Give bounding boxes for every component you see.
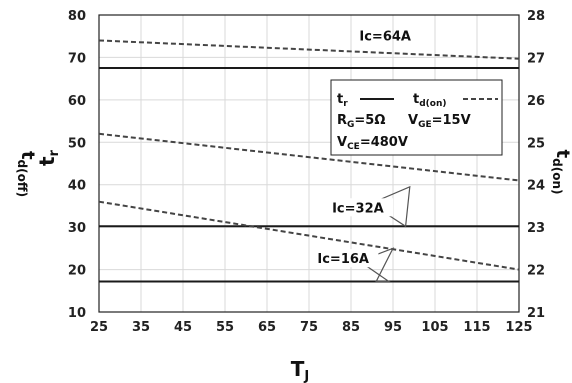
y-right-tick-label: 21 [527,306,545,321]
annotation-bg-2 [329,198,394,217]
legend-box [330,79,503,156]
y-left-tick-label: 70 [68,51,86,66]
x-tick-label: 75 [300,320,318,335]
annotation-pointer-3 [359,247,395,283]
y-left-tick-label: 50 [68,136,86,151]
x-tick-label: 25 [90,320,108,335]
y-right-tick-label: 27 [527,51,545,66]
y-left-title-tr: tr [35,149,62,166]
x-tick-label: 35 [132,320,150,335]
legend-tdon-label: td(on) [413,92,446,109]
x-tick-label: 125 [505,320,532,335]
legend-vce: VCE=480V [337,135,408,152]
x-tick-label: 55 [216,320,234,335]
x-tick-label: 105 [421,320,448,335]
x-tick-label: 65 [258,320,276,335]
x-tick-label: 95 [384,320,402,335]
x-tick-label: 85 [342,320,360,335]
y-left-tick-label: 80 [68,9,86,24]
annotation-label-2: Ic=32A [332,201,384,216]
y-left-title-tdoff: td(off) [15,151,38,197]
y-left-tick-label: 30 [68,221,86,236]
series-line-5 [98,132,520,182]
x-tick-label: 45 [174,320,192,335]
series-line-4 [98,39,520,60]
y-right-tick-label: 24 [527,179,545,194]
y-right-tick-label: 25 [527,136,545,151]
y-right-tick-label: 28 [527,9,545,24]
legend-rg: RG=5Ω [337,113,385,130]
y-left-tick-label: 20 [68,264,86,279]
plot-frame [98,14,520,313]
y-left-tick-label: 10 [68,306,86,321]
ticks-layer: 25 35 45 55 65 75 85 95 105 115 125 10 20 30 40 50 60 70 8… [68,9,545,335]
legend: tr td(on) RG=5Ω VGE=15V VCE=480V [330,79,503,156]
series-layer [98,39,520,283]
y-right-tick-label: 23 [527,221,545,236]
y-left-tick-label: 40 [68,179,86,194]
series-line-6 [98,200,520,271]
x-tick-label: 115 [463,320,490,335]
annotation-label-3: Ic=16A [317,252,369,267]
x-axis-title: TJ [291,357,310,383]
y-right-tick-label: 26 [527,94,545,109]
annotation-label-1: Ic=64A [359,29,411,44]
y-right-tick-label: 22 [527,264,545,279]
annotation-layer: Ic=64A Ic=32A Ic=16A [314,29,411,283]
y-left-tick-label: 60 [68,94,86,109]
legend-tr-label: tr [337,92,348,109]
grid [98,14,520,313]
legend-vge: VGE=15V [408,113,471,130]
y-right-title: td(on) [550,150,572,195]
annotation-bg-3 [314,249,379,268]
